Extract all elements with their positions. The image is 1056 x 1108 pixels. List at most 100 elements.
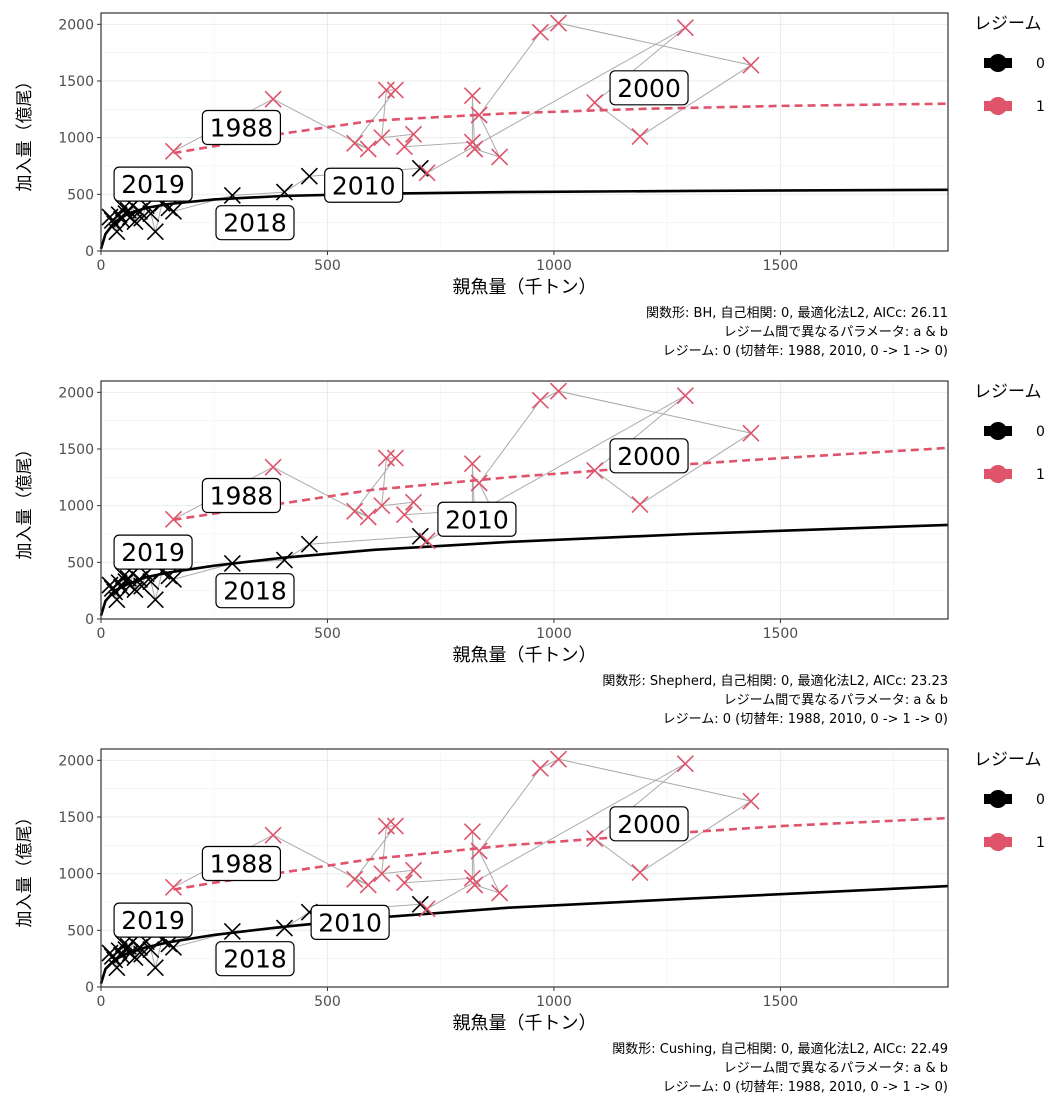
caption-line: レジーム: 0 (切替年: 1988, 2010, 0 -> 1 -> 0) <box>663 344 948 359</box>
data-point-regime-1 <box>373 865 391 883</box>
year-label: 2000 <box>617 810 681 839</box>
y-tick-label: 500 <box>67 555 94 571</box>
data-point-regime-1 <box>470 106 488 124</box>
data-point-regime-0 <box>275 919 294 937</box>
year-label: 2018 <box>223 945 287 974</box>
fit-curve-regime-0 <box>99 188 949 250</box>
legend-key-dot <box>989 54 1007 72</box>
caption-line: レジーム: 0 (切替年: 1988, 2010, 0 -> 1 -> 0) <box>663 1080 948 1095</box>
data-point-regime-1 <box>470 474 488 492</box>
x-tick-label: 1500 <box>763 994 799 1010</box>
data-point-regime-1 <box>404 125 423 143</box>
data-point-regime-1 <box>491 884 509 902</box>
data-point-regime-1 <box>676 387 694 405</box>
data-point-regime-1 <box>466 876 484 894</box>
caption-line: レジーム: 0 (切替年: 1988, 2010, 0 -> 1 -> 0) <box>663 712 948 727</box>
data-point-regime-0 <box>300 167 318 185</box>
data-point-regime-1 <box>491 148 509 166</box>
year-label: 1988 <box>210 113 274 142</box>
data-point-regime-1 <box>463 823 481 841</box>
data-point-regime-1 <box>346 870 364 888</box>
x-tick-label: 500 <box>314 258 341 274</box>
x-axis-title: 親魚量（千トン） <box>453 645 597 666</box>
year-label-box <box>310 904 390 940</box>
legend-label: 1 <box>1036 99 1045 115</box>
legend-label: 1 <box>1036 467 1045 483</box>
data-point-regime-1 <box>359 140 377 158</box>
legend-label: 0 <box>1036 424 1045 440</box>
year-label-box <box>609 70 689 106</box>
data-point-regime-1 <box>549 750 568 768</box>
x-tick-label: 1500 <box>763 258 799 274</box>
data-point-regime-1 <box>586 829 604 848</box>
x-tick-label: 0 <box>97 258 106 274</box>
data-point-regime-1 <box>531 23 549 41</box>
caption-line: レジーム間で異なるパラメータ: a & b <box>724 1061 948 1076</box>
year-label: 2019 <box>121 906 185 935</box>
data-point-regime-1 <box>377 81 395 99</box>
year-label-box <box>324 167 404 203</box>
data-point-regime-0 <box>146 959 164 977</box>
data-point-regime-1 <box>549 382 568 400</box>
data-point-regime-1 <box>264 90 282 108</box>
data-point-regime-0 <box>223 186 241 205</box>
year-label-box <box>201 477 282 514</box>
data-point-regime-0 <box>275 551 294 569</box>
x-axis-title: 親魚量（千トン） <box>453 277 597 298</box>
data-point-regime-1 <box>164 878 183 896</box>
x-tick-label: 1000 <box>536 258 572 274</box>
legend-title: レジーム <box>974 382 1042 402</box>
legend-key-dot <box>989 97 1007 115</box>
data-point-regime-1 <box>531 759 549 777</box>
data-point-regime-0 <box>108 959 126 977</box>
data-point-regime-1 <box>359 508 377 526</box>
data-point-regime-1 <box>404 493 423 511</box>
data-point-regime-0 <box>164 570 183 588</box>
data-point-regime-1 <box>418 164 436 182</box>
data-point-regime-1 <box>586 93 604 112</box>
x-tick-label: 500 <box>314 994 341 1010</box>
y-tick-label: 1000 <box>58 867 94 883</box>
data-point-regime-1 <box>373 497 391 515</box>
data-point-regime-1 <box>346 502 364 520</box>
y-tick-label: 1000 <box>58 499 94 515</box>
x-tick-label: 0 <box>97 994 106 1010</box>
year-label-box <box>609 438 689 474</box>
data-point-regime-0 <box>108 223 126 241</box>
data-point-regime-1 <box>377 817 395 835</box>
year-label-box <box>113 166 193 202</box>
y-axis-title: 加入量（億尾） <box>15 809 35 928</box>
y-tick-label: 1500 <box>58 74 94 90</box>
year-label-box <box>609 806 689 842</box>
year-label: 2010 <box>445 505 509 534</box>
chart-svg: 1988 2000 2010 2019 2018 0 500 1000 1500 0 500 1000… <box>15 380 1045 727</box>
data-point-regime-1 <box>386 81 404 99</box>
data-point-regime-1 <box>395 874 414 892</box>
year-label-box <box>201 845 282 882</box>
data-point-regime-1 <box>373 129 391 147</box>
data-point-regime-1 <box>346 134 364 152</box>
chart-svg: 1988 2000 2010 2019 2018 0 500 1000 1500 0 500 1000… <box>15 748 1045 1095</box>
legend-label: 0 <box>1036 56 1045 72</box>
x-tick-label: 500 <box>314 626 341 642</box>
year-label-box <box>215 941 295 977</box>
year-label-box <box>437 501 517 537</box>
data-point-regime-1 <box>531 391 549 409</box>
data-point-regime-0 <box>108 591 126 609</box>
data-point-regime-0 <box>223 922 241 941</box>
data-point-regime-0 <box>164 202 183 220</box>
data-point-regime-1 <box>549 14 568 32</box>
data-point-regime-1 <box>463 455 481 473</box>
y-tick-label: 2000 <box>58 385 94 401</box>
data-point-regime-1 <box>676 755 694 773</box>
year-label: 1988 <box>210 481 274 510</box>
plot-border <box>100 748 949 988</box>
data-point-regime-1 <box>418 532 436 550</box>
y-tick-label: 1000 <box>58 131 94 147</box>
legend-key-dot <box>989 833 1007 851</box>
data-point-regime-1 <box>586 461 604 480</box>
y-axis-title: 加入量（億尾） <box>15 73 35 192</box>
year-label: 2000 <box>617 442 681 471</box>
y-tick-label: 2000 <box>58 753 94 769</box>
